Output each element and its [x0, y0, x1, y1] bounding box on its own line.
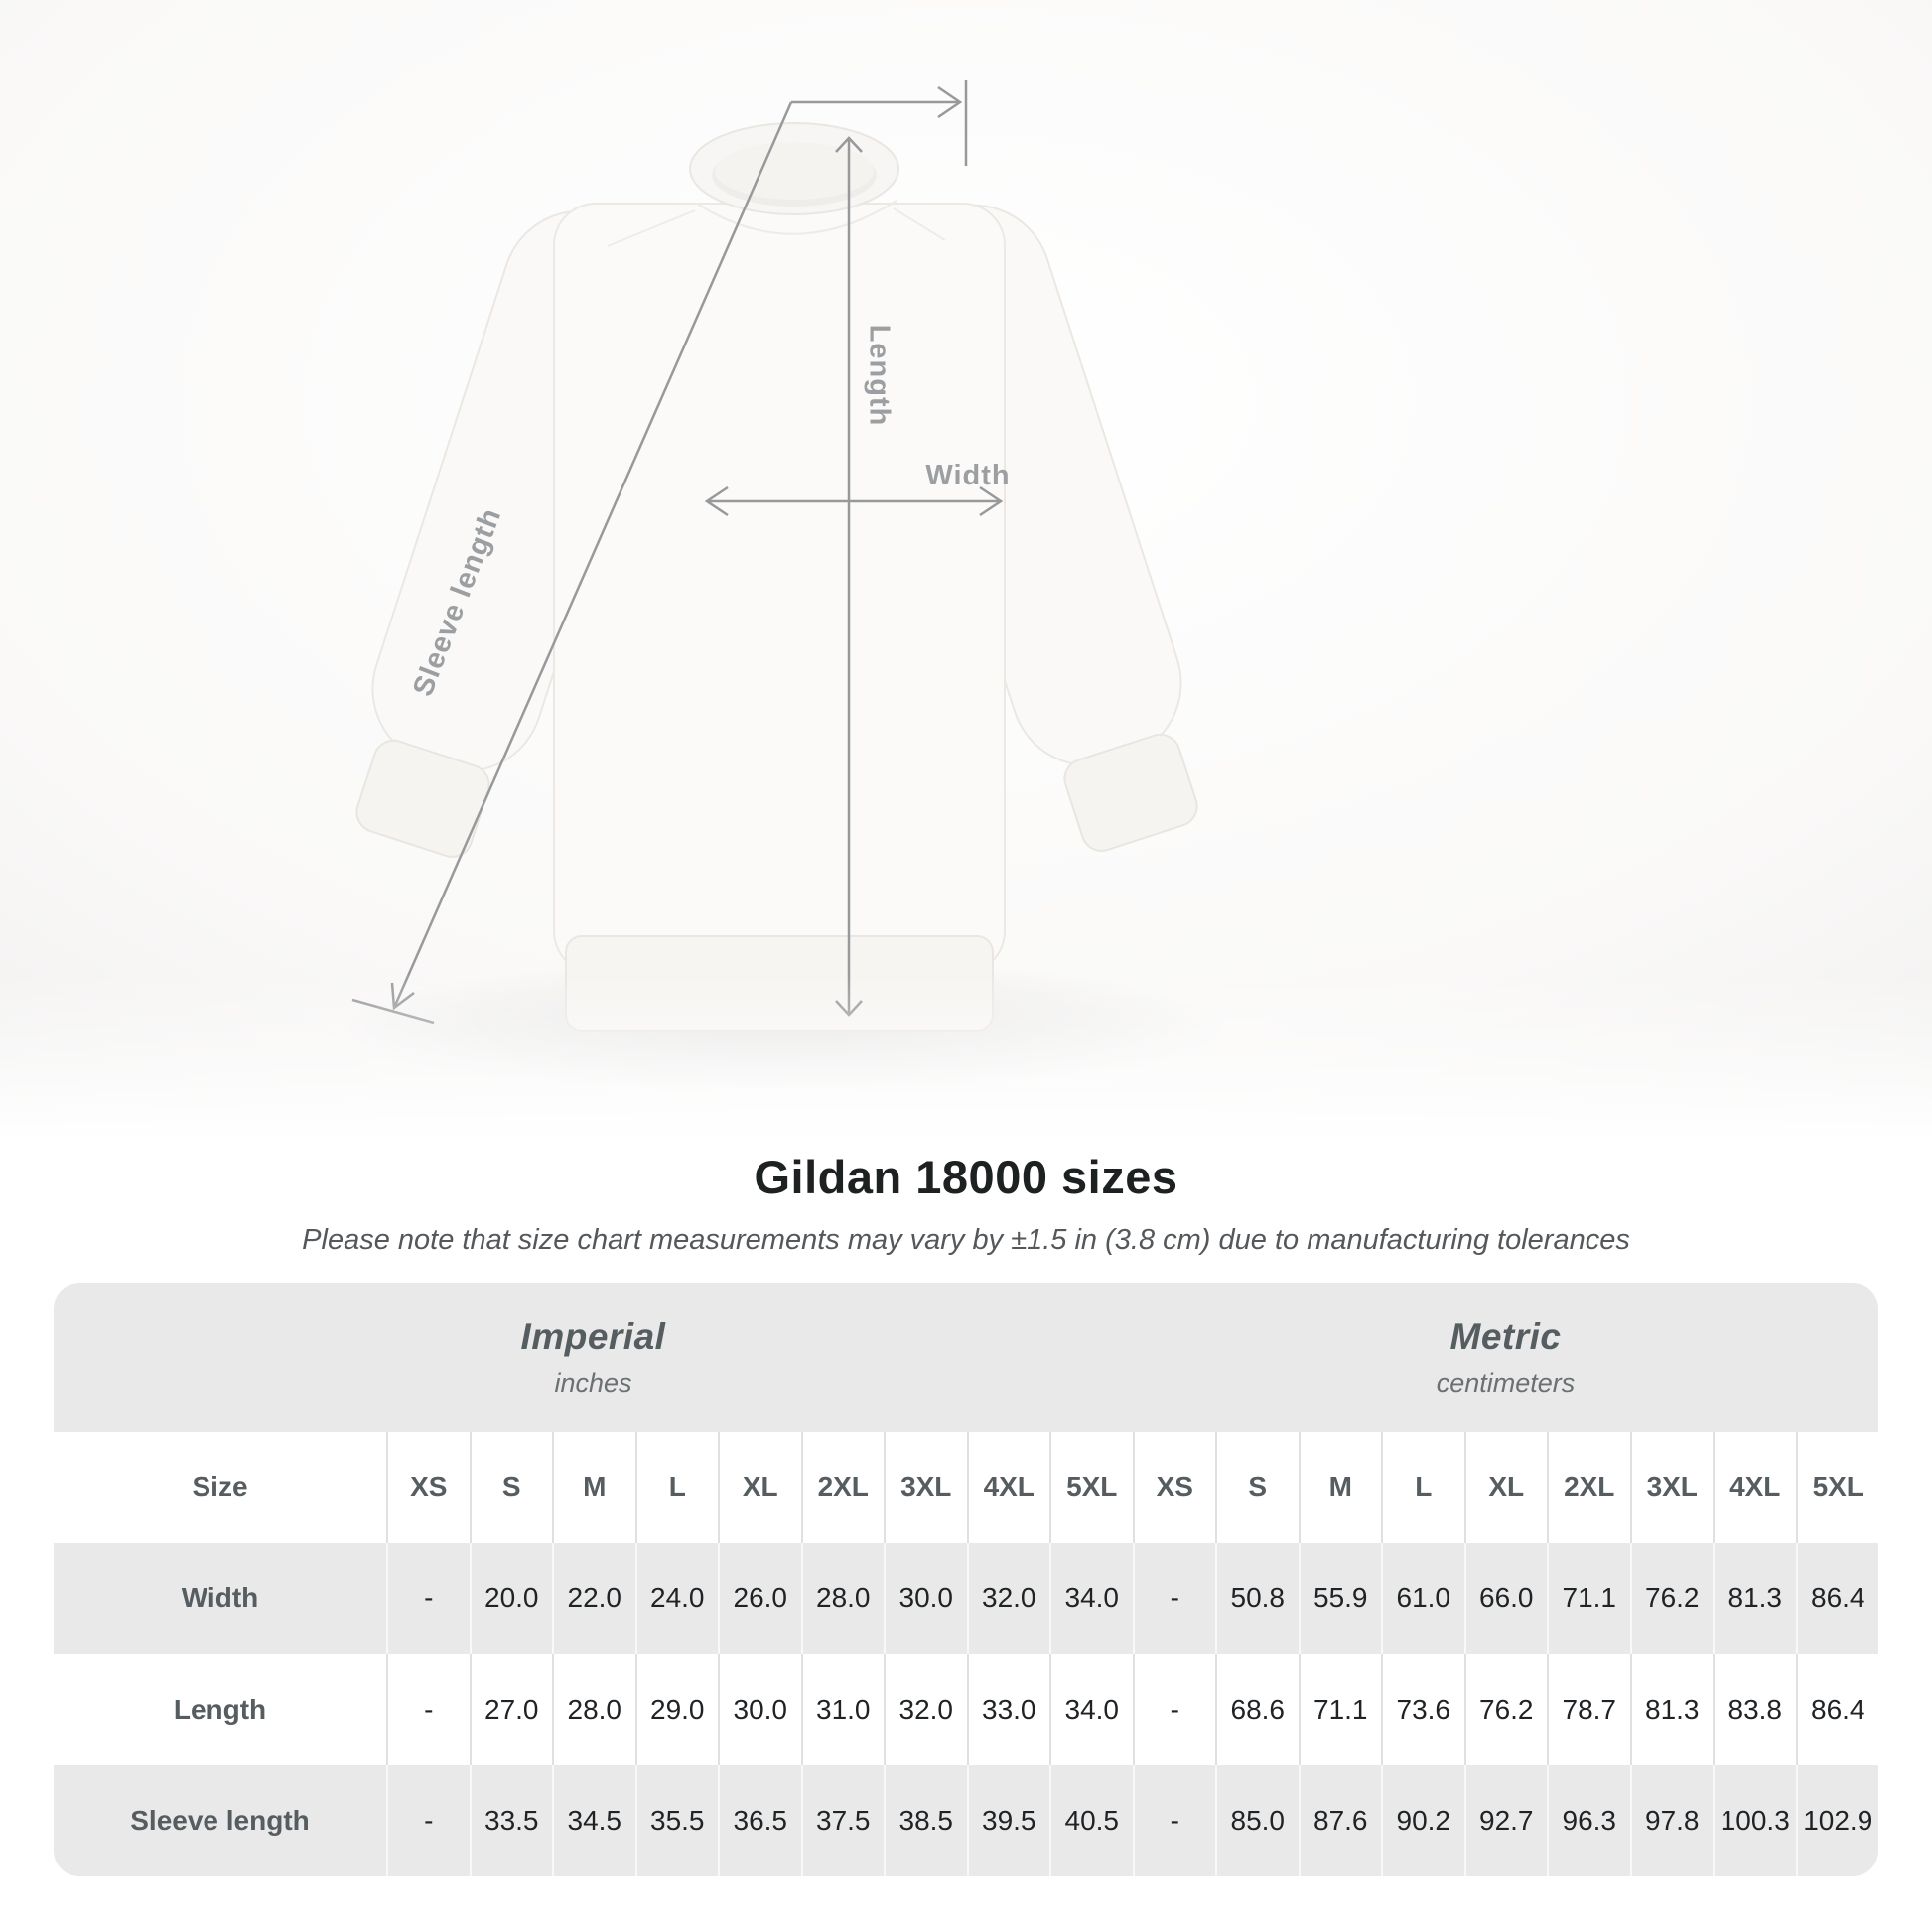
table-cell: 30.0 [884, 1543, 967, 1654]
size-col-header: 3XL [1629, 1432, 1713, 1543]
table-cell: 87.6 [1298, 1765, 1382, 1876]
size-col-header: 2XL [1547, 1432, 1630, 1543]
size-table: Imperial inches Metric centimeters Size X… [54, 1283, 1878, 1876]
table-cell: 24.0 [634, 1543, 719, 1654]
metric-label: Metric [1449, 1315, 1562, 1357]
table-cell: 71.1 [1298, 1654, 1381, 1765]
size-col-header: S [469, 1432, 552, 1543]
table-cell: 76.2 [1463, 1654, 1547, 1765]
table-cell: - [386, 1543, 470, 1654]
table-cell: 20.0 [469, 1543, 553, 1654]
table-cell: 81.3 [1713, 1543, 1796, 1654]
size-col-header: XS [1132, 1432, 1215, 1543]
width-arrow-right [979, 485, 1004, 517]
table-cell: 26.0 [718, 1543, 801, 1654]
metric-header: Metric centimeters [1133, 1283, 1878, 1432]
imperial-label: Imperial [520, 1315, 666, 1357]
table-cell: 28.0 [800, 1543, 885, 1654]
table-cell: 81.3 [1629, 1654, 1713, 1765]
table-cell: 32.0 [966, 1543, 1050, 1654]
table-cell: 36.5 [718, 1765, 801, 1876]
table-cell: 40.5 [1049, 1765, 1133, 1876]
table-cell: 34.0 [1049, 1654, 1133, 1765]
table-cell: 78.7 [1547, 1654, 1630, 1765]
table-cell: 66.0 [1463, 1543, 1548, 1654]
size-col-header: 4XL [1713, 1432, 1796, 1543]
imperial-header: Imperial inches [54, 1283, 1133, 1432]
table-cell: 33.0 [966, 1654, 1049, 1765]
table-cell: 50.8 [1215, 1543, 1299, 1654]
table-cell: 92.7 [1463, 1765, 1548, 1876]
imperial-unit-label: inches [554, 1367, 632, 1398]
table-cell: 76.2 [1629, 1543, 1714, 1654]
metric-unit-label: centimeters [1436, 1367, 1576, 1398]
size-col-header: XL [1463, 1432, 1547, 1543]
table-cell: 32.0 [884, 1654, 967, 1765]
size-corner-label: Size [54, 1432, 386, 1543]
table-cell: 37.5 [800, 1765, 885, 1876]
table-cell: 100.3 [1713, 1765, 1796, 1876]
left-cuff [355, 739, 490, 858]
table-cell: 34.5 [552, 1765, 635, 1876]
sweatshirt-diagram: Length Width Sleeve length [0, 0, 1932, 1142]
row-label: Width [181, 1583, 259, 1613]
page-title: Gildan 18000 sizes [754, 1151, 1178, 1203]
table-cell: - [386, 1765, 470, 1876]
table-cell: 27.0 [469, 1654, 552, 1765]
table-cell: 86.4 [1795, 1654, 1878, 1765]
sleeve-diagonal-line [392, 101, 793, 1009]
unit-header-row: Imperial inches Metric centimeters [54, 1283, 1878, 1432]
table-cell: 39.5 [966, 1765, 1050, 1876]
product-photo: Length Width Sleeve length [0, 0, 1932, 1142]
table-cell: 31.0 [800, 1654, 884, 1765]
size-col-header: M [552, 1432, 635, 1543]
tolerance-note: Please note that size chart measurements… [302, 1224, 1630, 1256]
table-cell: - [1132, 1765, 1216, 1876]
size-col-header: 5XL [1795, 1432, 1878, 1543]
table-cell: 33.5 [469, 1765, 553, 1876]
table-cell: 61.0 [1381, 1543, 1464, 1654]
table-cell: - [386, 1654, 470, 1765]
table-cell: 97.8 [1629, 1765, 1714, 1876]
table-cell: 38.5 [884, 1765, 967, 1876]
table-cell: 34.0 [1049, 1543, 1133, 1654]
table-cell: 71.1 [1547, 1543, 1630, 1654]
row-label: Sleeve length [130, 1805, 310, 1836]
width-arrow-left [704, 485, 729, 517]
table-cell: 85.0 [1215, 1765, 1299, 1876]
table-cell: 96.3 [1547, 1765, 1630, 1876]
size-col-header: 4XL [966, 1432, 1049, 1543]
table-cell: 35.5 [634, 1765, 719, 1876]
size-col-header: 2XL [800, 1432, 884, 1543]
table-cell: 28.0 [552, 1654, 635, 1765]
size-grid: Size XS S M L XL 2XL 3XL 4XL 5XL XS S M L XL 2XL 3XL 4XL 5… [54, 1432, 1878, 1876]
table-cell: 22.0 [552, 1543, 635, 1654]
size-col-header: 5XL [1049, 1432, 1133, 1543]
table-cell: 29.0 [634, 1654, 718, 1765]
size-col-header: L [634, 1432, 718, 1543]
table-cell: 73.6 [1381, 1654, 1464, 1765]
table-cell: 86.4 [1795, 1543, 1879, 1654]
sweatshirt-body [553, 203, 1006, 974]
size-col-header: L [1381, 1432, 1464, 1543]
table-cell: 55.9 [1298, 1543, 1382, 1654]
length-annotation-label: Length [863, 325, 895, 427]
size-col-header: XS [386, 1432, 470, 1543]
size-col-header: S [1215, 1432, 1299, 1543]
size-col-header: XL [718, 1432, 801, 1543]
right-cuff [1063, 733, 1198, 852]
size-col-header: M [1298, 1432, 1381, 1543]
table-cell: 68.6 [1215, 1654, 1299, 1765]
sleeve-top-arrow [937, 85, 963, 119]
table-cell: 102.9 [1795, 1765, 1879, 1876]
table-cell: 30.0 [718, 1654, 801, 1765]
table-cell: - [1132, 1543, 1216, 1654]
width-annotation-label: Width [925, 460, 1010, 491]
row-label: Length [54, 1654, 386, 1765]
table-cell: 90.2 [1381, 1765, 1464, 1876]
table-cell: 83.8 [1713, 1654, 1796, 1765]
length-arrow-top [835, 136, 863, 153]
size-col-header: 3XL [884, 1432, 967, 1543]
table-cell: - [1132, 1654, 1215, 1765]
